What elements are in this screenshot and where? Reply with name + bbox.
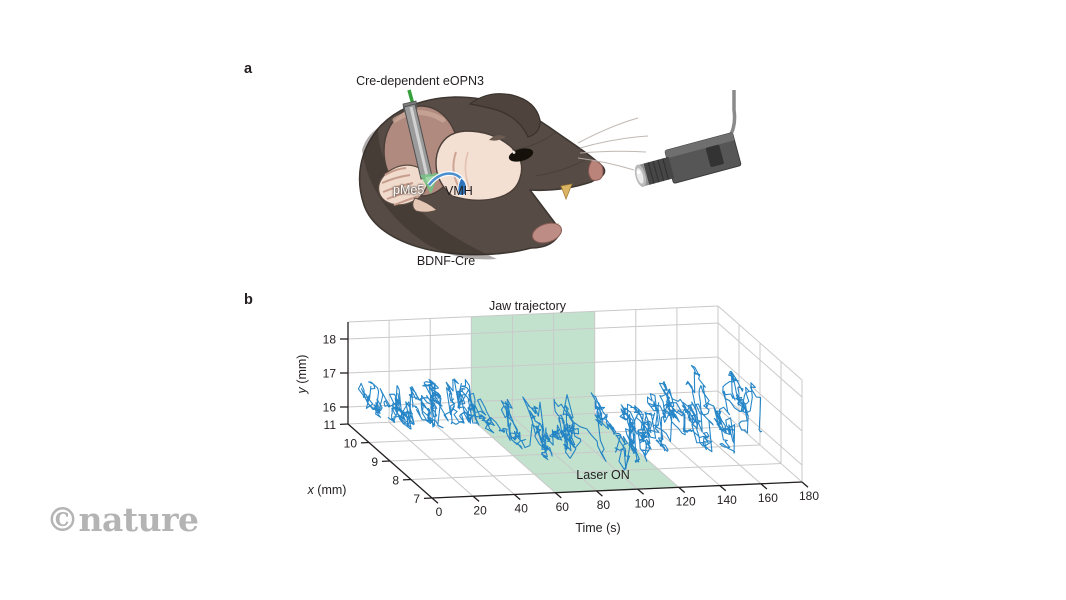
jaw-trace (357, 364, 763, 471)
panel-b-label: b (244, 292, 253, 308)
chart-title: Jaw trajectory (488, 299, 567, 313)
whiskers (577, 117, 649, 171)
tick-label: 11 (324, 418, 337, 432)
upper-tooth (560, 183, 573, 201)
tick-label: 18 (323, 332, 337, 346)
laser-on-label: Laser ON (576, 468, 630, 482)
vmh-label: VMH (445, 184, 473, 198)
tick-label: 60 (556, 500, 570, 514)
tick-label: 16 (323, 400, 337, 414)
tick-labels: 0 20 40 60 80 100 120 140 160 180 789 10 11 16 17 18 (323, 332, 820, 519)
tick-label: 160 (758, 491, 778, 505)
y-axis-label: y (mm) (295, 354, 309, 394)
outer-ear (468, 93, 541, 138)
tick-label: 9 (371, 455, 378, 469)
tick-label: 8 (392, 473, 399, 487)
tick-label: 0 (436, 505, 443, 519)
time-axis-label: Time (s) (575, 521, 621, 535)
mouse-illustration (358, 89, 742, 260)
tick-label: 180 (799, 489, 819, 503)
face-details (508, 117, 649, 244)
tick-label: 7 (413, 492, 420, 506)
nature-watermark: ©nature (46, 500, 199, 539)
brainstem (412, 197, 438, 213)
chart-axes (339, 322, 809, 504)
tick-label: 120 (676, 495, 696, 509)
tick-label: 40 (515, 502, 529, 516)
tick-label: 10 (344, 436, 358, 450)
panel-a-label: a (244, 61, 253, 77)
mouse-line-label: BDNF-Cre (416, 254, 476, 268)
projection-arrow-icon (427, 171, 467, 197)
panel-b: b (0, 285, 1066, 600)
x-axis-label: x (mm) (307, 483, 347, 497)
tick-label: 80 (597, 498, 611, 512)
nose (588, 159, 604, 181)
tick-label: 17 (323, 366, 337, 380)
tick-label: 140 (717, 493, 737, 507)
panel-a: a Cre-dependent eOPN3 (0, 0, 1066, 290)
pme5-label: pMe5 (393, 183, 425, 197)
tick-label: 100 (635, 496, 655, 510)
camera-icon (634, 90, 742, 187)
camera-cable (729, 90, 737, 135)
tick-label: 20 (473, 503, 487, 517)
construct-label: Cre-dependent eOPN3 (356, 74, 484, 88)
chin-pad (531, 222, 563, 244)
